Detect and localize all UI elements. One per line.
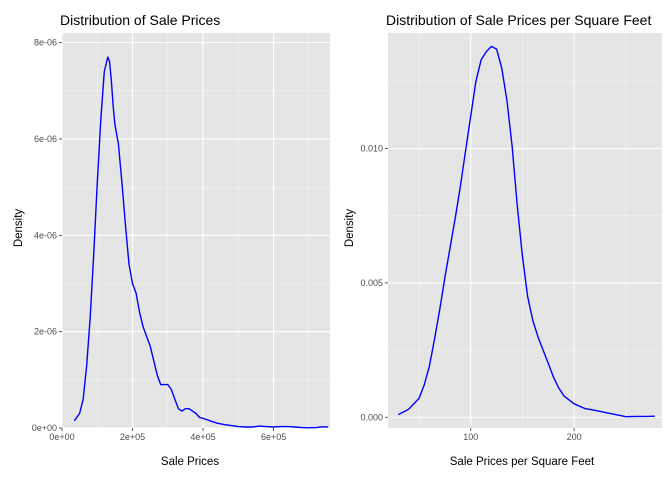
grid-lines xyxy=(388,33,662,428)
grid-lines xyxy=(61,33,330,429)
x-tick-label: 4e+05 xyxy=(190,432,215,442)
plot-panel xyxy=(388,33,662,428)
y-tick-label: 6e-06 xyxy=(34,134,57,144)
y-tick-label: 0.010 xyxy=(360,144,383,154)
y-axis-title: Density xyxy=(344,209,356,248)
axis-ticks: 0e+00 2e+05 4e+05 6e+05 0e+00 2e-06 4e-06 6e-06… xyxy=(32,38,287,442)
density-series xyxy=(73,56,329,429)
x-tick-label: 0e+00 xyxy=(49,432,74,442)
x-axis-title: Sale Prices xyxy=(161,456,219,468)
y-tick-label: 4e-06 xyxy=(34,230,57,240)
y-tick-label: 0e+00 xyxy=(32,423,57,433)
density-series xyxy=(397,45,655,418)
y-tick-label: 0.000 xyxy=(360,412,383,422)
plot-panel xyxy=(62,33,330,428)
price-per-sqft-chart: Distribution of Sale Prices per Square F… xyxy=(344,12,662,468)
x-tick-label: 2e+05 xyxy=(120,432,145,442)
chart-title: Distribution of Sale Prices per Square F… xyxy=(386,12,651,28)
y-axis-title: Density xyxy=(13,209,25,248)
x-tick-label: 100 xyxy=(463,432,478,442)
x-tick-label: 6e+05 xyxy=(261,432,286,442)
x-axis-title: Sale Prices per Square Feet xyxy=(450,456,595,468)
chart-title: Distribution of Sale Prices xyxy=(60,12,220,28)
y-tick-label: 0.005 xyxy=(360,278,383,288)
y-tick-label: 8e-06 xyxy=(34,38,57,48)
density-line xyxy=(73,56,329,429)
sale-price-chart: Distribution of Sale Prices 0e+00 2e+05 4e… xyxy=(13,12,330,468)
y-tick-label: 2e-06 xyxy=(34,327,57,337)
x-tick-label: 200 xyxy=(567,432,582,442)
axis-ticks: 100 200 0.000 0.005 0.010 xyxy=(360,144,581,442)
density-line xyxy=(397,45,655,418)
